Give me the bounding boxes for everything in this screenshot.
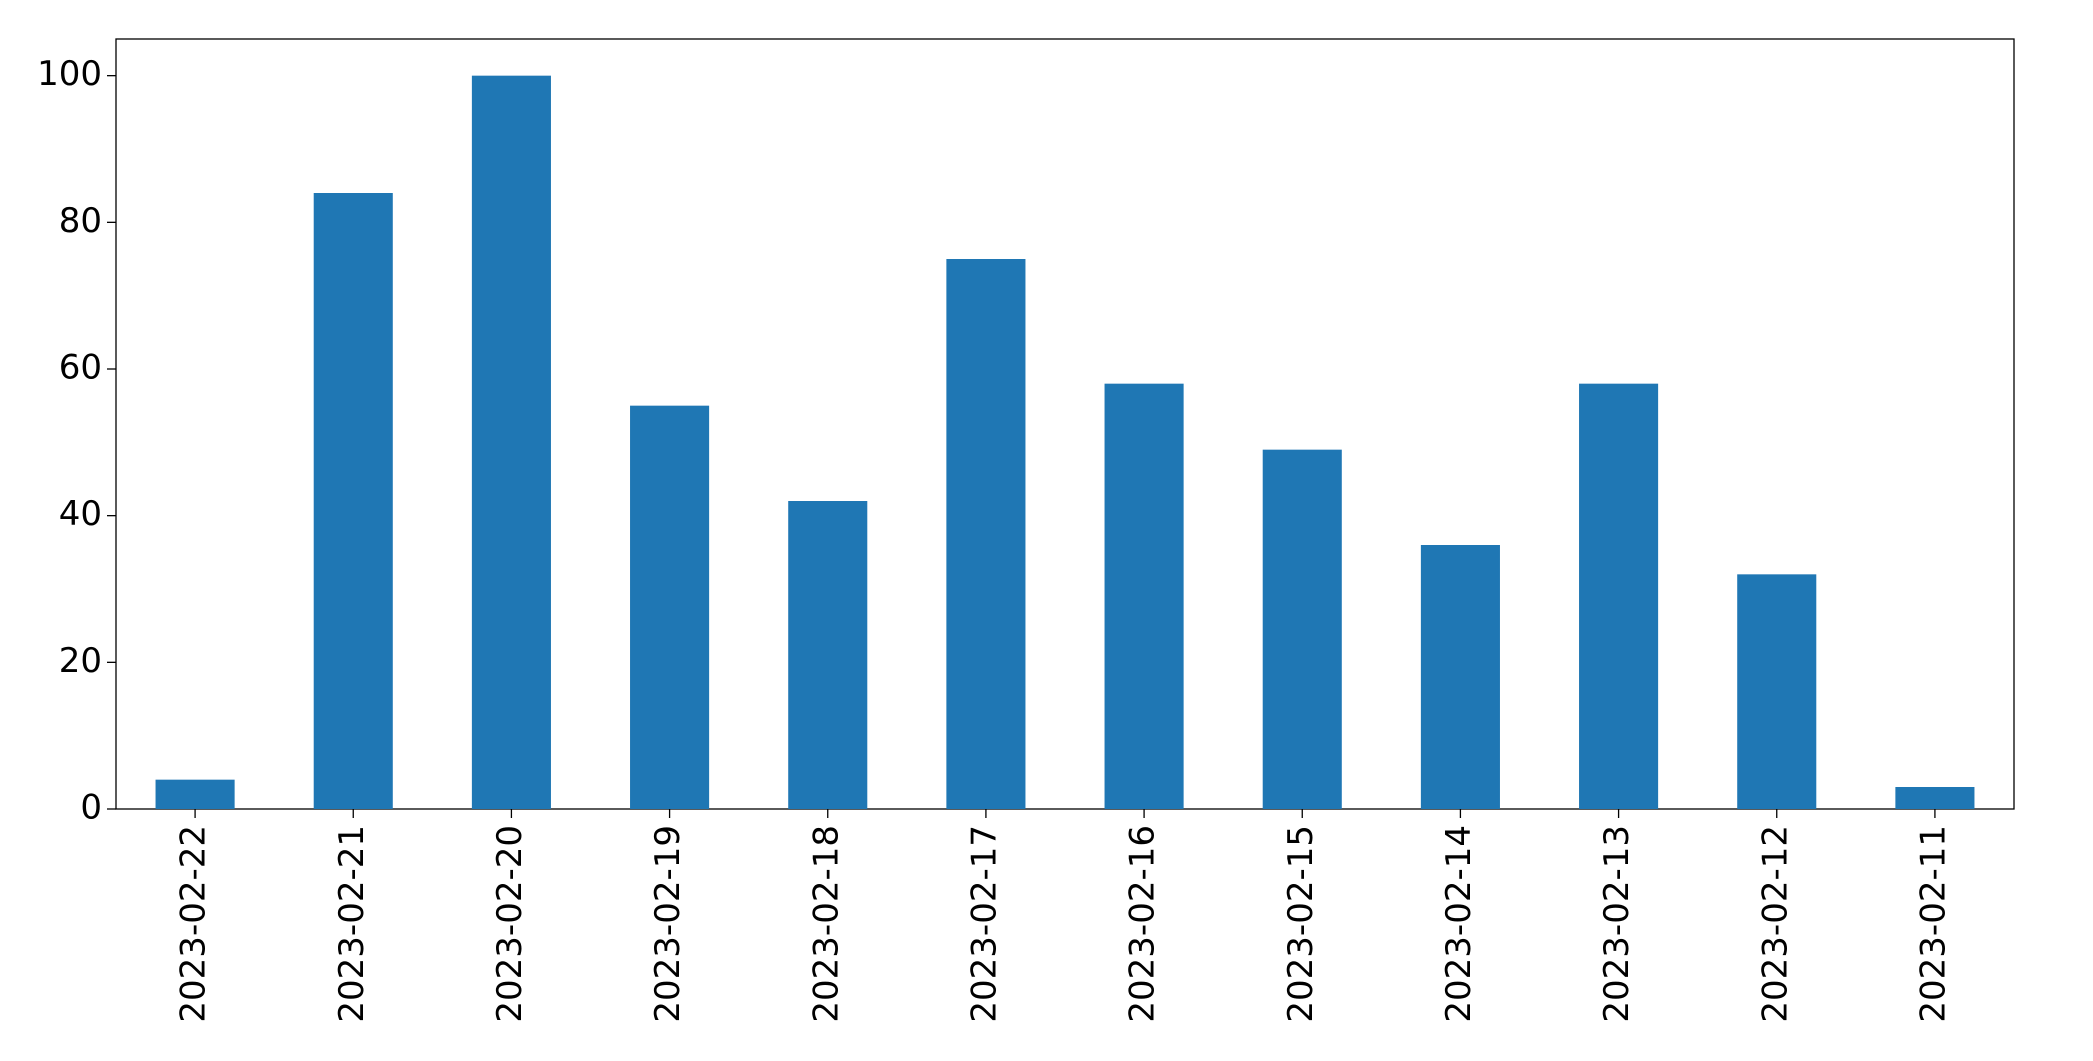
x-tick-label: 2023-02-16 [1123,825,1163,1023]
bar [1737,574,1817,809]
y-tick-label: 100 [37,54,102,94]
bar [313,193,393,809]
x-tick-label: 2023-02-12 [1755,825,1795,1023]
x-tick-label: 2023-02-11 [1913,825,1953,1023]
plot-frame [115,38,2015,810]
bar [788,501,868,809]
bar [1104,383,1184,809]
bar [1420,545,1500,809]
x-tick-label: 2023-02-19 [648,825,688,1023]
y-tick-label: 60 [59,348,102,388]
bar [630,405,710,809]
x-tick-label: 2023-02-18 [806,825,846,1023]
x-tick-label: 2023-02-17 [964,825,1004,1023]
x-tick-label: 2023-02-22 [174,825,214,1023]
bar [1895,787,1975,809]
x-tick-label: 2023-02-21 [332,825,372,1023]
x-tick-label: 2023-02-13 [1597,825,1637,1023]
y-tick-label: 40 [59,494,102,534]
bar [1262,449,1342,809]
y-tick-label: 0 [80,788,102,828]
bar [471,75,551,809]
y-tick-label: 20 [59,641,102,681]
bar [155,779,235,809]
x-tick-label: 2023-02-14 [1439,825,1479,1023]
bar [946,259,1026,809]
x-tick-label: 2023-02-15 [1281,825,1321,1023]
x-tick-label: 2023-02-20 [490,825,530,1023]
y-tick-label: 80 [59,201,102,241]
bar [1579,383,1659,809]
